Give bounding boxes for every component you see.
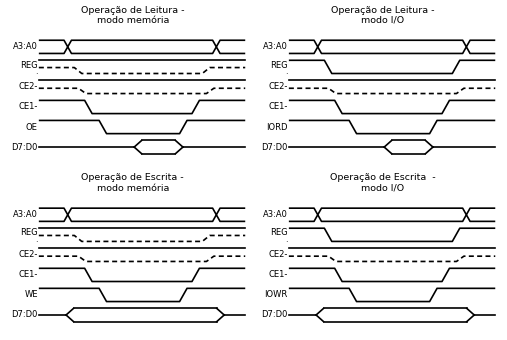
Text: CE1-: CE1- bbox=[269, 102, 288, 112]
Text: A3:A0: A3:A0 bbox=[263, 42, 288, 51]
Text: IOWR: IOWR bbox=[265, 290, 288, 300]
Text: .: . bbox=[285, 67, 288, 75]
Title: Operação de Leitura -
modo I/O: Operação de Leitura - modo I/O bbox=[331, 5, 434, 25]
Text: A3:A0: A3:A0 bbox=[13, 42, 38, 51]
Text: D7:D0: D7:D0 bbox=[262, 310, 288, 320]
Text: CE2-: CE2- bbox=[269, 82, 288, 91]
Text: A3:A0: A3:A0 bbox=[263, 210, 288, 219]
Text: A3:A0: A3:A0 bbox=[13, 210, 38, 219]
Title: Operação de Escrita  -
modo I/O: Operação de Escrita - modo I/O bbox=[330, 173, 436, 193]
Text: D7:D0: D7:D0 bbox=[262, 142, 288, 152]
Text: REG: REG bbox=[20, 61, 38, 69]
Text: IORD: IORD bbox=[266, 122, 288, 132]
Text: D7:D0: D7:D0 bbox=[12, 310, 38, 320]
Text: REG: REG bbox=[270, 228, 288, 237]
Text: CE1-: CE1- bbox=[269, 270, 288, 279]
Text: .: . bbox=[285, 235, 288, 243]
Text: OE: OE bbox=[26, 122, 38, 132]
Text: D7:D0: D7:D0 bbox=[12, 142, 38, 152]
Text: .: . bbox=[35, 235, 38, 243]
Text: WE: WE bbox=[24, 290, 38, 300]
Text: CE2-: CE2- bbox=[269, 250, 288, 259]
Text: CE2-: CE2- bbox=[18, 82, 38, 91]
Title: Operação de Escrita -
modo memória: Operação de Escrita - modo memória bbox=[82, 173, 184, 193]
Text: CE2-: CE2- bbox=[18, 250, 38, 259]
Text: CE1-: CE1- bbox=[18, 270, 38, 279]
Text: CE1-: CE1- bbox=[18, 102, 38, 112]
Text: .: . bbox=[35, 67, 38, 75]
Text: REG: REG bbox=[270, 61, 288, 69]
Text: REG: REG bbox=[20, 228, 38, 237]
Title: Operação de Leitura -
modo memória: Operação de Leitura - modo memória bbox=[81, 5, 185, 25]
